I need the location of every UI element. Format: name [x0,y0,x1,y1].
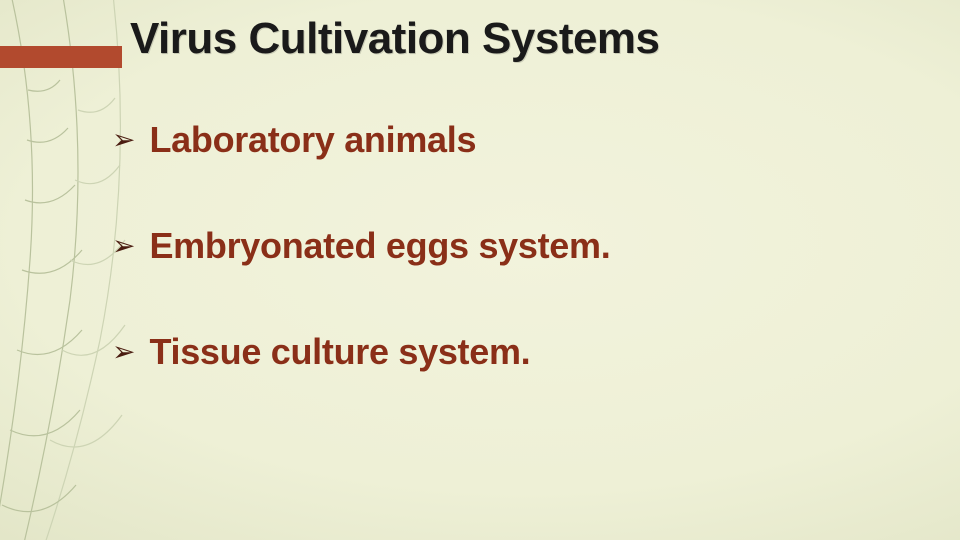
slide-title: Virus Cultivation Systems [130,14,660,64]
bullet-text: Tissue culture system. [149,330,530,374]
bullet-marker-icon: ➢ [112,118,135,162]
bullet-text: Laboratory animals [149,118,476,162]
accent-bar [0,46,122,68]
bullet-list: ➢ Laboratory animals ➢ Embryonated eggs … [112,118,872,436]
list-item: ➢ Tissue culture system. [112,330,872,374]
slide: Virus Cultivation Systems ➢ Laboratory a… [0,0,960,540]
bullet-marker-icon: ➢ [112,330,135,374]
bullet-text: Embryonated eggs system. [149,224,610,268]
list-item: ➢ Laboratory animals [112,118,872,162]
bullet-marker-icon: ➢ [112,224,135,268]
list-item: ➢ Embryonated eggs system. [112,224,872,268]
